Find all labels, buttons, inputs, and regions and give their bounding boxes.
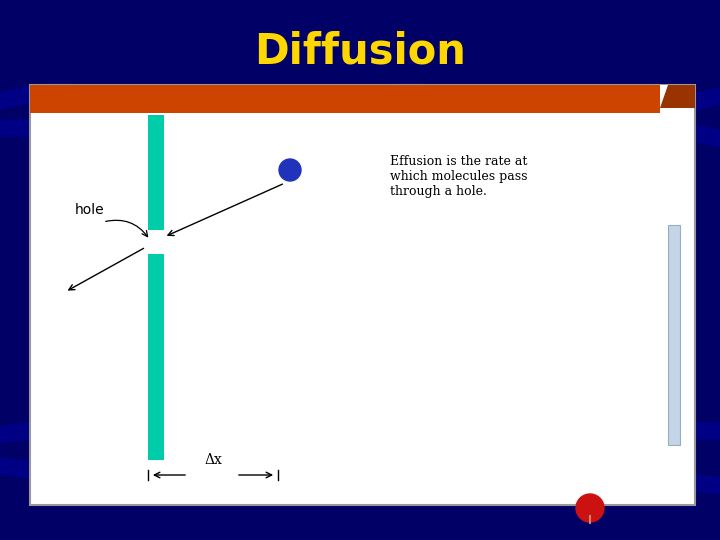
- Bar: [148, 254, 164, 460]
- Text: Effusion is the rate at
which molecules pass
through a hole.: Effusion is the rate at which molecules …: [390, 155, 528, 198]
- Bar: [30, 85, 695, 505]
- Circle shape: [279, 159, 301, 181]
- Text: hole: hole: [75, 203, 104, 217]
- Bar: [148, 115, 164, 230]
- Circle shape: [576, 494, 604, 522]
- Bar: [660, 85, 695, 108]
- Bar: [668, 225, 680, 445]
- Bar: [30, 85, 660, 113]
- Text: Δx: Δx: [204, 453, 222, 467]
- Text: Diffusion: Diffusion: [254, 31, 466, 73]
- Polygon shape: [660, 85, 668, 108]
